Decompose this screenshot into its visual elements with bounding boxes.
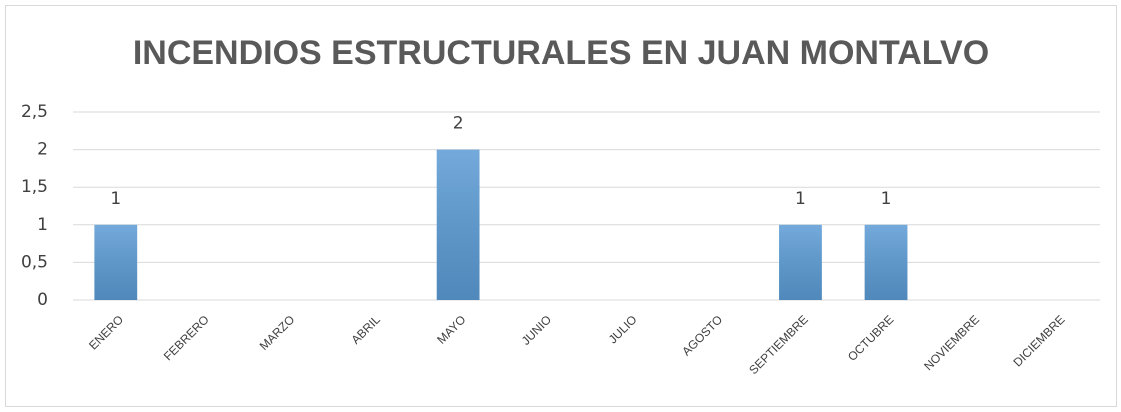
data-label: 1	[795, 189, 806, 209]
chart-border	[5, 5, 1117, 407]
data-label: 2	[453, 114, 464, 134]
bar-shade	[864, 224, 908, 300]
bar-shade	[779, 224, 822, 300]
y-tick-label: 1,5	[21, 177, 48, 197]
y-tick-label: 0	[37, 290, 48, 310]
y-tick-label: 1	[37, 215, 48, 235]
bar-shade	[94, 224, 138, 300]
chart-title: INCENDIOS ESTRUCTURALES EN JUAN MONTALVO	[133, 34, 989, 72]
data-label: 1	[881, 189, 892, 209]
y-tick-label: 2	[37, 140, 48, 160]
y-tick-label: 2,5	[21, 102, 48, 122]
bar-shade	[436, 149, 480, 300]
data-label: 1	[110, 189, 121, 209]
y-tick-label: 0,5	[21, 252, 48, 272]
